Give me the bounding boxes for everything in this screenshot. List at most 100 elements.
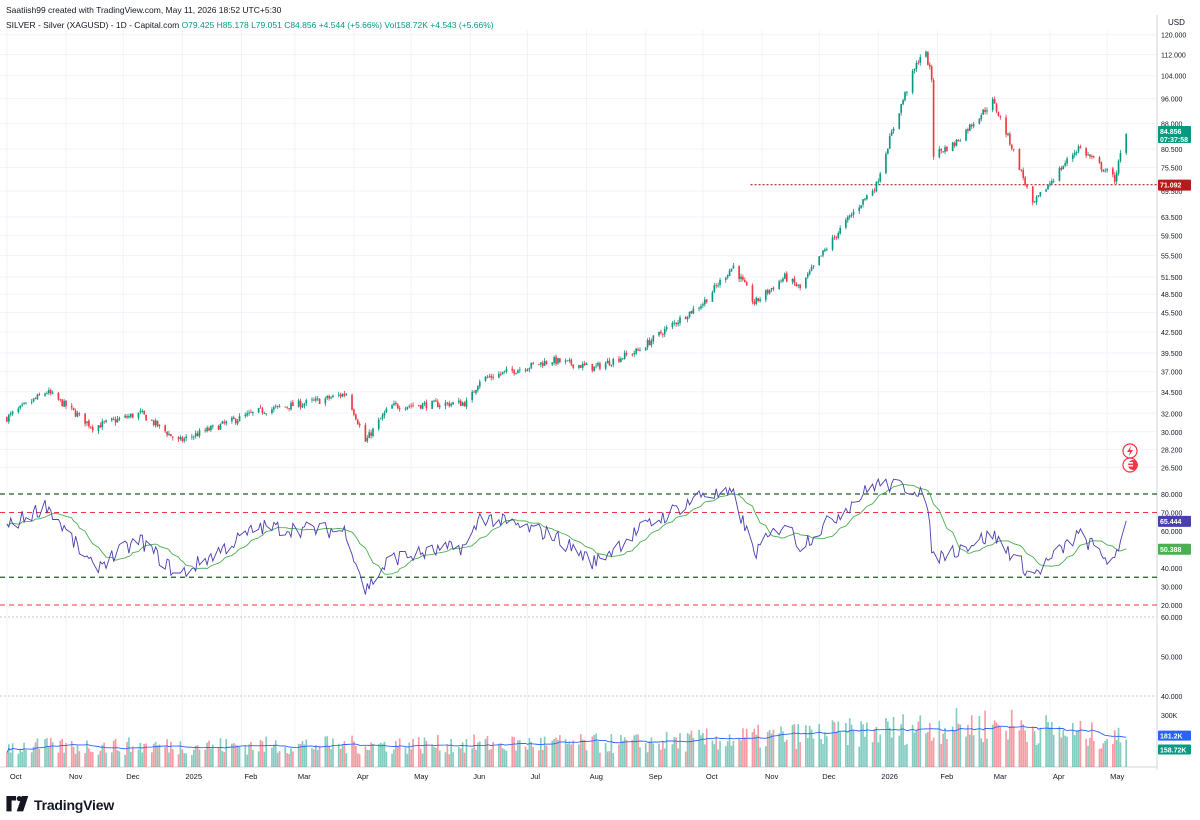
- volume-bar: [860, 721, 862, 767]
- candle-body: [1026, 184, 1028, 187]
- candle-body: [412, 405, 414, 407]
- volume-bar: [898, 735, 901, 767]
- volume-bar: [505, 750, 508, 767]
- candle-body: [1047, 184, 1049, 190]
- candle-body: [965, 129, 967, 141]
- candle-body: [156, 420, 159, 427]
- candle-body: [875, 181, 878, 192]
- rsi-line: [6, 477, 1127, 595]
- candle-body: [846, 216, 849, 221]
- time-tick-label: Dec: [126, 772, 140, 781]
- volume-bar: [372, 743, 374, 767]
- volume-bar: [519, 739, 521, 767]
- tradingview-logo[interactable]: TradingView: [6, 795, 114, 815]
- volume-bar: [1100, 748, 1103, 767]
- pane3-tick-label: 40.000: [1161, 694, 1183, 701]
- volume-bar: [59, 740, 62, 767]
- candle-body: [1115, 173, 1118, 182]
- volume-bar: [49, 737, 52, 767]
- volume-bar: [1031, 726, 1034, 767]
- volume-bar: [475, 749, 477, 767]
- rsi-tick-label: 80.000: [1161, 492, 1183, 499]
- volume-bar: [770, 733, 773, 767]
- candle-body: [419, 405, 422, 409]
- candle-body: [932, 80, 935, 157]
- candle-body: [862, 199, 864, 205]
- ohlc-legend: SILVER - Silver (XAGUSD) - 1D - Capital.…: [6, 20, 494, 30]
- volume-bar: [78, 751, 81, 767]
- lightning-icon[interactable]: [1122, 443, 1138, 459]
- candle-body: [177, 437, 180, 440]
- candle-body: [6, 417, 8, 422]
- volume-bar: [688, 734, 691, 767]
- volume-bar: [231, 743, 233, 767]
- candle-body: [808, 270, 811, 275]
- volume-bar: [288, 753, 290, 767]
- volume-bar: [252, 749, 254, 767]
- time-tick-label: Jun: [473, 772, 485, 781]
- candle-body: [822, 250, 824, 256]
- volume-bar: [498, 743, 500, 767]
- volume-bar: [751, 732, 754, 767]
- volume-bar: [932, 737, 935, 767]
- candle-body: [126, 416, 128, 418]
- candle-body: [252, 411, 254, 413]
- volume-bar: [501, 748, 504, 767]
- candle-body: [1106, 169, 1108, 171]
- candle-body: [991, 99, 994, 111]
- chart-icons[interactable]: [1122, 443, 1138, 473]
- volume-bar: [145, 743, 147, 767]
- volume-bar: [610, 733, 613, 767]
- volume-bar: [311, 748, 313, 767]
- candle-body: [46, 393, 48, 394]
- candle-body: [806, 273, 809, 278]
- volume-bar: [225, 738, 228, 767]
- candle-body: [782, 278, 784, 282]
- candle-body: [381, 414, 384, 419]
- volume-bar: [810, 729, 813, 767]
- volume-bar: [677, 748, 679, 767]
- symbol-label[interactable]: SILVER - Silver (XAGUSD) - 1D - Capital.…: [6, 20, 180, 30]
- volume-bar: [381, 743, 384, 767]
- volume-bar: [259, 739, 262, 767]
- candle-body: [1018, 149, 1021, 171]
- volume-ma-badge-bg: [1158, 730, 1191, 741]
- candle-body: [244, 414, 247, 417]
- candle-body: [705, 299, 708, 303]
- us-flag-events-icon[interactable]: [1122, 457, 1138, 473]
- candle-body: [263, 413, 266, 414]
- volume-bar: [156, 745, 159, 767]
- volume-bar: [585, 750, 588, 767]
- volume-bar: [724, 746, 727, 767]
- candle-body: [1085, 147, 1087, 156]
- candle-body: [137, 412, 140, 418]
- volume-bar: [57, 752, 60, 767]
- candle-body: [532, 363, 535, 364]
- time-tick-label: Sep: [649, 772, 662, 781]
- candle-body: [499, 373, 502, 375]
- candle-body: [692, 308, 695, 314]
- candle-body: [1052, 180, 1055, 182]
- candle-body: [703, 299, 706, 305]
- volume-bar: [755, 734, 758, 767]
- volume-bar: [665, 731, 668, 767]
- volume-bar: [845, 723, 847, 767]
- volume-bar: [967, 724, 969, 767]
- volume-bar: [301, 741, 304, 767]
- volume-bar: [885, 717, 887, 767]
- candle-body: [595, 365, 597, 367]
- candle-body: [639, 350, 641, 351]
- candle-body: [368, 432, 371, 438]
- volume-bar: [875, 726, 878, 767]
- volume-bar: [818, 724, 821, 767]
- volume-bar: [141, 752, 144, 767]
- volume-bar: [1075, 730, 1078, 767]
- pane3-tick-label: 50.000: [1161, 655, 1183, 662]
- candle-body: [292, 402, 294, 407]
- price-tick-label: 69.500: [1161, 189, 1183, 196]
- volume-bar: [313, 749, 315, 767]
- candle-body: [112, 418, 115, 420]
- candle-body: [724, 277, 727, 280]
- candle-body: [97, 425, 100, 432]
